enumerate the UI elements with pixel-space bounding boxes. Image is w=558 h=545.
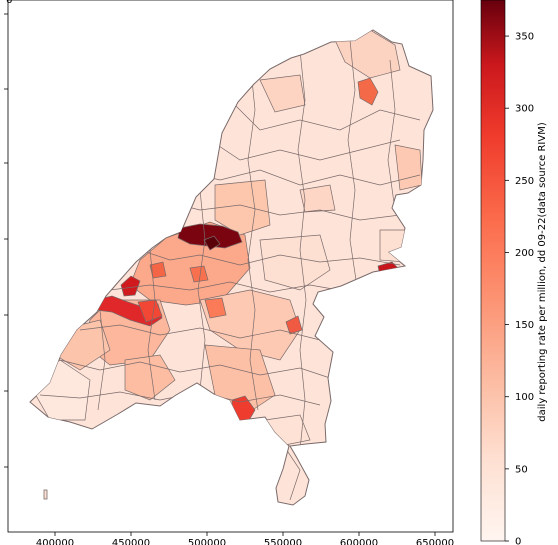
x-tick-label: 650000	[416, 538, 454, 545]
hotspot	[149, 261, 167, 279]
colorbar	[480, 0, 506, 542]
region-patch	[199, 289, 301, 361]
hotspot-groningen	[357, 77, 379, 106]
hotspot	[204, 297, 227, 319]
x-tick-label: 400000	[36, 538, 74, 545]
hotspot-the-hague	[120, 275, 141, 297]
region-patch	[259, 234, 331, 291]
region-patch	[214, 179, 271, 236]
y-top-tick-label: 6	[6, 0, 12, 6]
x-tick-label: 450000	[112, 538, 150, 545]
x-tick-label: 500000	[188, 538, 226, 545]
colorbar-tick-label: 200	[515, 248, 534, 259]
colorbar-tick-label: 150	[515, 320, 534, 331]
region-patch	[299, 184, 336, 213]
colorbar-label: daily reporting rate per million, dd 09-…	[537, 122, 548, 422]
municipal-boundaries	[39, 39, 421, 501]
colorbar-tick-label: 100	[515, 392, 534, 403]
x-axis: 400000 450000 500000 550000 600000 650000	[36, 532, 454, 545]
colorbar-tick-label: 0	[515, 537, 521, 545]
region-patch	[334, 30, 401, 79]
region-patch	[124, 354, 176, 401]
hotspot	[203, 235, 221, 251]
region-patch	[394, 144, 423, 191]
hotspot	[285, 315, 303, 335]
hotspot	[189, 265, 209, 283]
colorbar-tick-label: 300	[515, 104, 534, 115]
colorbar-tick-label: 350	[515, 32, 534, 43]
colorbar-tick-label: 250	[515, 176, 534, 187]
hotspot-amsterdam	[177, 223, 243, 249]
x-tick-label: 550000	[264, 538, 302, 545]
y-axis	[4, 13, 8, 468]
hotspot	[137, 299, 163, 323]
netherlands-map	[29, 29, 434, 506]
x-tick-label: 600000	[340, 538, 378, 545]
region-patch	[259, 74, 306, 113]
colorbar-tick-label: 50	[515, 464, 528, 475]
colorbar-ticks: 0 50 100 150 200 250 300 350	[505, 32, 534, 545]
island-marker	[43, 489, 48, 500]
